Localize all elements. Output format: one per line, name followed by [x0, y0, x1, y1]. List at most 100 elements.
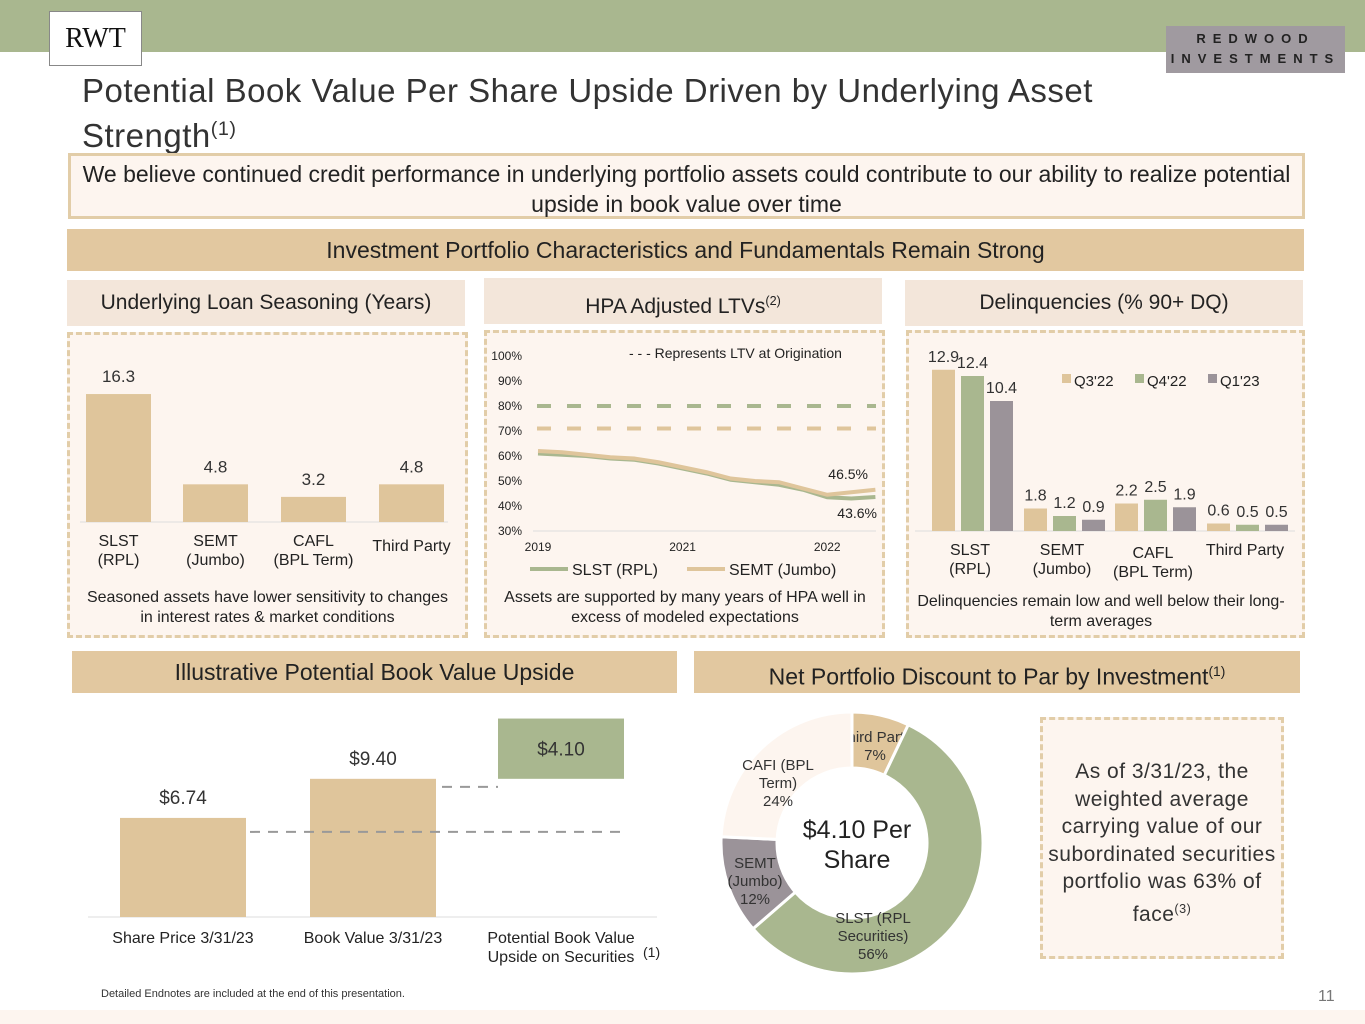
brand-line2: INVESTMENTS: [1170, 51, 1341, 66]
band-discount: Net Portfolio Discount to Par by Investm…: [694, 651, 1300, 693]
bv-category: Book Value 3/31/23: [304, 930, 443, 947]
bv-footnote-sup: (1): [643, 944, 660, 960]
dq-bar-label: 2.2: [1115, 483, 1137, 500]
seasoning-title: Underlying Loan Seasoning (Years): [67, 280, 465, 326]
ltv-ytick: 60%: [498, 449, 522, 463]
callout: We believe continued credit performance …: [68, 153, 1305, 219]
ltv-ytick: 40%: [498, 499, 522, 513]
donut-slice-label: CAFI (BPL Term) 24%: [742, 757, 814, 810]
seasoning-category: SLST (RPL): [98, 533, 140, 569]
ltv-xtick: 2021: [669, 540, 696, 554]
title-text: Potential Book Value Per Share Upside Dr…: [82, 72, 1093, 154]
ltv-ytick: 80%: [498, 399, 522, 413]
bv-bar: [498, 718, 624, 779]
seasoning-category: CAFL (BPL Term): [273, 533, 353, 569]
ltv-end-label: 46.5%: [828, 466, 868, 482]
page-number: 11: [1318, 988, 1335, 1005]
dq-bar-label: 0.9: [1082, 499, 1104, 516]
donut-slice-label: SLST (RPL Securities) 56%: [835, 910, 911, 963]
legend-label: SLST (RPL): [572, 562, 658, 579]
dq-bar-label: 0.5: [1265, 504, 1287, 521]
page-title: Potential Book Value Per Share Upside Dr…: [82, 72, 1232, 155]
dq-bar-label: 0.6: [1207, 503, 1229, 520]
dq-bar-label: 1.9: [1173, 486, 1195, 503]
band-discount-sup: (1): [1208, 664, 1226, 679]
dq-bar: [1265, 524, 1288, 531]
dq-category: CAFL (BPL Term): [1113, 545, 1193, 581]
seasoning-bar-label: 3.2: [302, 470, 326, 489]
seasoning-bar: [86, 394, 151, 522]
ltv-ytick: 30%: [498, 524, 522, 538]
bottom-band: [0, 1010, 1365, 1024]
bv-bar-label: $9.40: [349, 749, 397, 770]
dq-bar: [1144, 499, 1167, 531]
dq-bar: [990, 401, 1013, 531]
dq-title: Delinquencies (% 90+ DQ): [905, 280, 1303, 326]
bv-bar: [120, 817, 246, 917]
ltv-end-label: 43.6%: [837, 505, 877, 521]
dq-bar: [1024, 508, 1047, 531]
seasoning-bar-label: 4.8: [204, 457, 228, 476]
top-band: [0, 0, 1365, 52]
rwt-logo: RWT: [49, 11, 142, 66]
dq-bar: [1053, 516, 1076, 531]
seasoning-bar: [183, 484, 248, 522]
ltv-ytick: 70%: [498, 424, 522, 438]
seasoning-bar-label: 16.3: [102, 367, 135, 386]
ltv-title-text: HPA Adjusted LTVs: [585, 295, 766, 318]
ltv-xtick: 2022: [814, 540, 841, 554]
seasoning-category: Third Party: [372, 538, 450, 555]
ltv-line-semt: [537, 449, 876, 497]
donut-slice: [719, 710, 854, 842]
dq-category: Third Party: [1206, 542, 1284, 559]
ltv-caption: Assets are supported by many years of HP…: [504, 589, 866, 626]
dq-bar: [1082, 519, 1105, 531]
dq-bar-label: 12.9: [928, 349, 959, 366]
ltv-ytick: 50%: [498, 474, 522, 488]
bv-category: Share Price 3/31/23: [112, 930, 254, 947]
brand-line1: REDWOOD: [1196, 31, 1315, 46]
dq-bar-label: 1.2: [1053, 495, 1075, 512]
ltv-xtick: 2019: [525, 540, 552, 554]
ltv-origination-note: - - - Represents LTV at Origination: [629, 345, 842, 361]
legend-swatch: [1135, 374, 1144, 383]
dq-bar: [1207, 523, 1230, 531]
bv-bar-label: $4.10: [537, 740, 585, 761]
endnote: Detailed Endnotes are included at the en…: [101, 988, 405, 1000]
ltv-panel: [484, 330, 885, 638]
band-bv-upside: Illustrative Potential Book Value Upside: [72, 651, 677, 693]
redwood-investments-logo: REDWOOD INVESTMENTS: [1166, 26, 1345, 73]
dq-bar-label: 1.8: [1024, 488, 1046, 505]
donut-center-label: $4.10 Per Share: [803, 816, 911, 874]
dq-bar-label: 2.5: [1144, 479, 1166, 496]
seasoning-category: SEMT (Jumbo): [186, 533, 245, 569]
asof-box: As of 3/31/23, the weighted average carr…: [1040, 717, 1284, 959]
legend-label: SEMT (Jumbo): [729, 562, 836, 579]
ltv-ytick: 100%: [491, 349, 522, 363]
bv-bar: [310, 778, 436, 917]
donut-slice-label: SEMT (Jumbo) 12%: [727, 855, 782, 908]
dq-bar: [1173, 507, 1196, 531]
dq-bar: [961, 376, 984, 531]
asof-text: As of 3/31/23, the weighted average carr…: [1048, 760, 1276, 926]
asof-sup: (3): [1174, 901, 1192, 916]
ltv-title-sup: (2): [765, 294, 781, 308]
dq-caption: Delinquencies remain low and well below …: [917, 593, 1285, 630]
seasoning-bar: [379, 484, 444, 522]
title-sup: (1): [210, 118, 237, 140]
seasoning-bar-label: 4.8: [400, 457, 424, 476]
dq-bar-label: 12.4: [957, 355, 988, 372]
legend-label: Q1'23: [1220, 373, 1260, 390]
band-portfolio: Investment Portfolio Characteristics and…: [67, 229, 1304, 271]
dq-bar: [1236, 524, 1259, 531]
legend-swatch: [1062, 374, 1071, 383]
seasoning-bar: [281, 496, 346, 522]
bv-category: Potential Book Value Upside on Securities: [487, 930, 634, 966]
dq-bar: [1115, 503, 1138, 531]
legend-label: Q3'22: [1074, 373, 1114, 390]
dq-bar-label: 10.4: [986, 380, 1017, 397]
dq-bar-label: 0.5: [1236, 504, 1258, 521]
legend-swatch: [1208, 374, 1217, 383]
ltv-ytick: 90%: [498, 374, 522, 388]
